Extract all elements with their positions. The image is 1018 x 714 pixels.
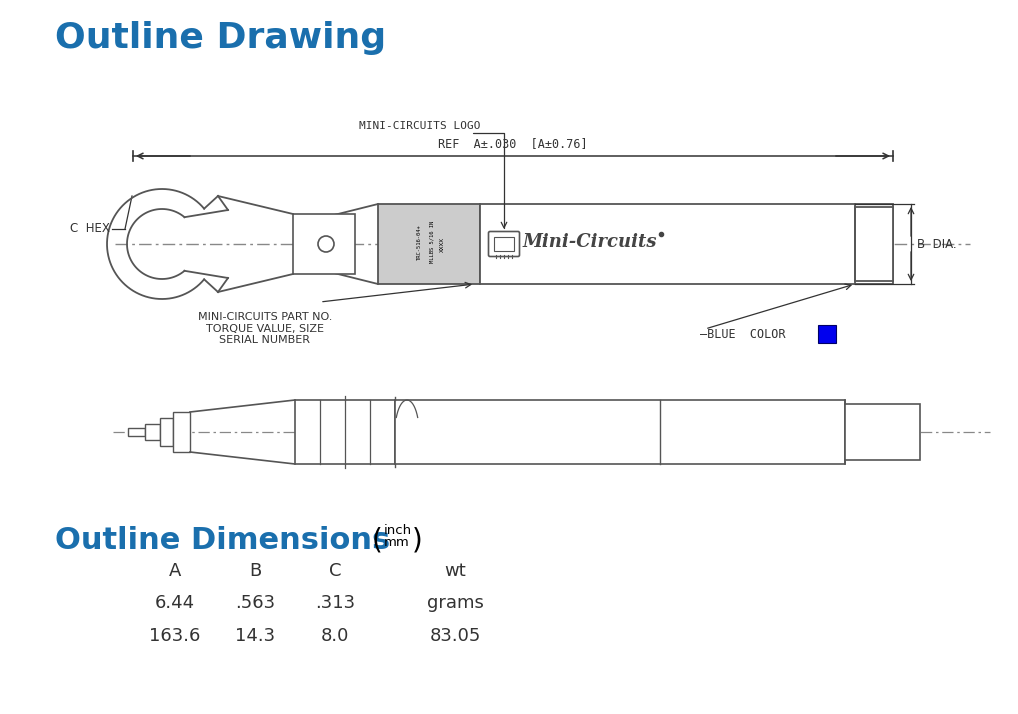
Text: inch: inch xyxy=(384,524,412,537)
Bar xyxy=(480,204,893,284)
Text: MINI-CIRCUITS PART NO.
TORQUE VALUE, SIZE
SERIAL NUMBER: MINI-CIRCUITS PART NO. TORQUE VALUE, SIZ… xyxy=(197,312,332,345)
Bar xyxy=(293,214,355,274)
Bar xyxy=(295,400,395,464)
Text: .563: .563 xyxy=(235,594,275,612)
Text: 8.0: 8.0 xyxy=(321,627,349,645)
Text: XXXX: XXXX xyxy=(440,236,445,251)
Text: 163.6: 163.6 xyxy=(150,627,201,645)
Bar xyxy=(145,424,160,440)
Text: Outline Dimensions: Outline Dimensions xyxy=(55,526,390,555)
Text: (: ( xyxy=(372,526,383,554)
Text: 83.05: 83.05 xyxy=(430,627,480,645)
Bar xyxy=(395,400,845,464)
Text: wt: wt xyxy=(444,562,466,580)
Bar xyxy=(378,204,480,284)
Bar xyxy=(173,412,190,452)
Text: Outline Drawing: Outline Drawing xyxy=(55,21,386,55)
Bar xyxy=(494,237,514,251)
Text: REF  A±.030  [A±0.76]: REF A±.030 [A±0.76] xyxy=(438,137,587,150)
Text: mm: mm xyxy=(384,536,410,549)
Text: MINI-CIRCUITS LOGO: MINI-CIRCUITS LOGO xyxy=(359,121,480,131)
Bar xyxy=(845,404,920,460)
Bar xyxy=(160,418,173,446)
Text: MLLBS 5/16 IN: MLLBS 5/16 IN xyxy=(430,221,435,263)
Text: C: C xyxy=(329,562,341,580)
FancyBboxPatch shape xyxy=(489,231,519,256)
Text: TRC-516-04+: TRC-516-04+ xyxy=(416,224,421,260)
Text: 6.44: 6.44 xyxy=(155,594,195,612)
Bar xyxy=(128,428,145,436)
Text: —BLUE  COLOR: —BLUE COLOR xyxy=(700,328,786,341)
Text: 14.3: 14.3 xyxy=(235,627,275,645)
Bar xyxy=(818,325,836,343)
Text: .313: .313 xyxy=(315,594,355,612)
Text: C  HEX: C HEX xyxy=(70,223,110,236)
Text: ): ) xyxy=(412,526,422,554)
Text: Mini-Circuits: Mini-Circuits xyxy=(523,233,658,251)
Text: B: B xyxy=(248,562,262,580)
Text: A: A xyxy=(169,562,181,580)
Text: B  DIA.: B DIA. xyxy=(917,238,957,251)
Text: grams: grams xyxy=(427,594,484,612)
Bar xyxy=(855,207,893,281)
